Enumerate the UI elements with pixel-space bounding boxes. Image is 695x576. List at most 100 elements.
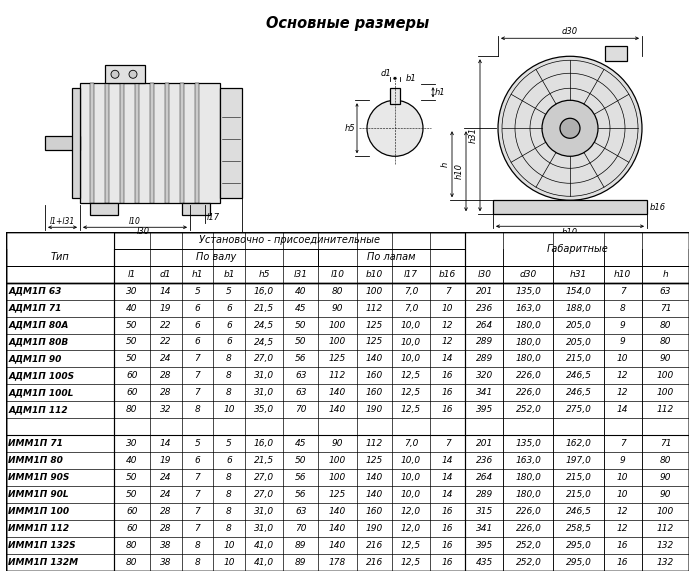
Text: 30: 30 bbox=[126, 439, 138, 449]
Text: 22: 22 bbox=[160, 320, 172, 329]
Text: h: h bbox=[441, 162, 450, 167]
Text: h1: h1 bbox=[435, 88, 445, 97]
Text: 63: 63 bbox=[295, 388, 306, 397]
Text: 63: 63 bbox=[295, 507, 306, 517]
Text: 28: 28 bbox=[160, 388, 172, 397]
Text: h31: h31 bbox=[469, 127, 478, 143]
Text: 289: 289 bbox=[475, 490, 493, 499]
Text: 112: 112 bbox=[366, 439, 383, 449]
Text: 7,0: 7,0 bbox=[404, 439, 418, 449]
Text: 140: 140 bbox=[329, 524, 346, 533]
Text: 8: 8 bbox=[620, 304, 626, 313]
Text: 264: 264 bbox=[475, 473, 493, 483]
Text: 100: 100 bbox=[657, 372, 674, 381]
Text: 80: 80 bbox=[660, 338, 671, 347]
Text: Габаритные: Габаритные bbox=[546, 244, 608, 253]
Text: ИММ1П 112: ИММ1П 112 bbox=[8, 524, 70, 533]
Text: 216: 216 bbox=[366, 558, 383, 567]
Text: АДМ1П 71: АДМ1П 71 bbox=[8, 304, 62, 313]
Text: 160: 160 bbox=[366, 507, 383, 517]
Text: 80: 80 bbox=[332, 286, 343, 295]
Text: 30: 30 bbox=[126, 286, 138, 295]
Text: 6: 6 bbox=[195, 338, 200, 347]
Text: d1: d1 bbox=[160, 270, 172, 279]
Text: 16: 16 bbox=[442, 507, 453, 517]
Text: b16: b16 bbox=[439, 270, 456, 279]
Text: 188,0: 188,0 bbox=[566, 304, 591, 313]
Text: d30: d30 bbox=[562, 27, 578, 36]
Text: 9: 9 bbox=[620, 338, 626, 347]
Text: 80: 80 bbox=[126, 406, 138, 415]
Text: 45: 45 bbox=[295, 304, 306, 313]
Bar bbox=[390, 88, 400, 104]
Text: 50: 50 bbox=[295, 320, 306, 329]
Text: 178: 178 bbox=[329, 558, 346, 567]
Text: 180,0: 180,0 bbox=[516, 473, 541, 483]
Text: 201: 201 bbox=[475, 439, 493, 449]
Bar bbox=[105, 84, 109, 203]
Text: 6: 6 bbox=[195, 456, 200, 465]
Text: 50: 50 bbox=[126, 320, 138, 329]
Text: 56: 56 bbox=[295, 490, 306, 499]
Text: 16,0: 16,0 bbox=[254, 439, 274, 449]
Text: 27,0: 27,0 bbox=[254, 354, 274, 363]
Circle shape bbox=[111, 70, 119, 78]
Text: 246,5: 246,5 bbox=[566, 388, 591, 397]
Text: 10: 10 bbox=[617, 490, 628, 499]
Text: 135,0: 135,0 bbox=[516, 286, 541, 295]
Text: h: h bbox=[663, 270, 669, 279]
Text: 24,5: 24,5 bbox=[254, 320, 274, 329]
Text: 56: 56 bbox=[295, 354, 306, 363]
Text: 24: 24 bbox=[160, 354, 172, 363]
Text: 50: 50 bbox=[295, 338, 306, 347]
Text: 16: 16 bbox=[442, 541, 453, 551]
Text: 163,0: 163,0 bbox=[516, 304, 541, 313]
Text: 24,5: 24,5 bbox=[254, 338, 274, 347]
Text: 112: 112 bbox=[329, 372, 346, 381]
Text: 10: 10 bbox=[617, 473, 628, 483]
Text: 246,5: 246,5 bbox=[566, 507, 591, 517]
Text: ИММ1П 71: ИММ1П 71 bbox=[8, 439, 63, 449]
Bar bbox=[150, 84, 154, 203]
Text: 14: 14 bbox=[160, 439, 172, 449]
Text: 50: 50 bbox=[295, 456, 306, 465]
Text: 35,0: 35,0 bbox=[254, 406, 274, 415]
Text: 80: 80 bbox=[126, 558, 138, 567]
Text: 252,0: 252,0 bbox=[516, 406, 541, 415]
Text: h1: h1 bbox=[192, 270, 203, 279]
Text: 7: 7 bbox=[195, 388, 200, 397]
Circle shape bbox=[560, 118, 580, 138]
Text: 32: 32 bbox=[160, 406, 172, 415]
Text: ИММ1П 100: ИММ1П 100 bbox=[8, 507, 70, 517]
Text: ИММ1П 132S: ИММ1П 132S bbox=[8, 541, 76, 551]
Text: 8: 8 bbox=[226, 490, 232, 499]
Text: 12,5: 12,5 bbox=[401, 406, 421, 415]
Text: 7,0: 7,0 bbox=[404, 286, 418, 295]
Text: 216: 216 bbox=[366, 541, 383, 551]
Text: 45: 45 bbox=[295, 439, 306, 449]
Text: 8: 8 bbox=[226, 372, 232, 381]
Text: 226,0: 226,0 bbox=[516, 507, 541, 517]
Bar bbox=[465, 232, 689, 249]
Text: 6: 6 bbox=[195, 320, 200, 329]
Bar bbox=[135, 84, 139, 203]
Text: 10: 10 bbox=[617, 354, 628, 363]
Text: 7: 7 bbox=[195, 507, 200, 517]
Text: 7: 7 bbox=[195, 473, 200, 483]
Text: 289: 289 bbox=[475, 354, 493, 363]
Text: 140: 140 bbox=[329, 406, 346, 415]
Bar bbox=[605, 46, 627, 61]
Text: 201: 201 bbox=[475, 286, 493, 295]
Text: 50: 50 bbox=[126, 473, 138, 483]
Text: 9: 9 bbox=[620, 456, 626, 465]
Text: 100: 100 bbox=[329, 320, 346, 329]
Text: ИММ1П 132М: ИММ1П 132М bbox=[8, 558, 79, 567]
Text: 8: 8 bbox=[226, 388, 232, 397]
Text: b10: b10 bbox=[562, 228, 578, 237]
Text: 315: 315 bbox=[475, 507, 493, 517]
Text: 252,0: 252,0 bbox=[516, 541, 541, 551]
Text: 19: 19 bbox=[160, 304, 172, 313]
Text: l30: l30 bbox=[477, 270, 491, 279]
Text: 80: 80 bbox=[126, 541, 138, 551]
Text: l17: l17 bbox=[404, 270, 418, 279]
